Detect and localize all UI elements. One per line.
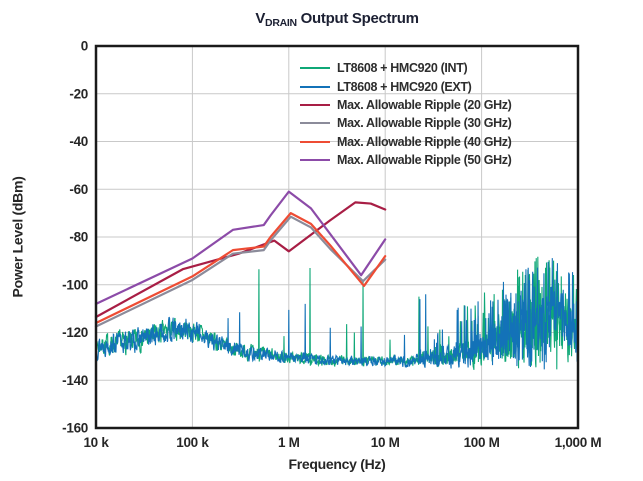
x-tick-label: 1 M [278, 435, 300, 450]
legend-label: Max. Allowable Ripple (40 GHz) [337, 134, 512, 149]
series-trace-40ghz [94, 212, 387, 325]
legend-label: LT8608 + HMC920 (INT) [337, 61, 468, 76]
plot-frame [94, 44, 580, 430]
y-tick-label: -60 [69, 182, 88, 197]
legend-swatch-icon [300, 122, 330, 125]
legend: LT8608 + HMC920 (INT) LT8608 + HMC920 (EX… [300, 59, 512, 169]
series-trace-50ghz [94, 190, 387, 305]
y-tick-label: 0 [81, 39, 88, 54]
legend-label: Max. Allowable Ripple (30 GHz) [337, 116, 512, 131]
x-tick-label: 10 k [83, 435, 109, 450]
series-trace-20ghz [94, 201, 387, 319]
series-trace-ext [96, 258, 578, 370]
x-tick-label: 1,000 M [555, 435, 602, 450]
title-rest: Output Spectrum [296, 10, 419, 27]
x-axis-label: Frequency (Hz) [288, 456, 386, 472]
noise-traces [96, 256, 578, 370]
legend-label: Max. Allowable Ripple (20 GHz) [337, 97, 512, 112]
series-trace-30ghz [94, 215, 387, 328]
legend-row: LT8608 + HMC920 (INT) [300, 59, 512, 77]
x-tick-label: 100 M [464, 435, 500, 450]
legend-row: Max. Allowable Ripple (30 GHz) [300, 114, 512, 132]
legend-swatch-icon [300, 67, 330, 70]
y-tick-label: -40 [69, 134, 88, 149]
legend-swatch-icon [300, 159, 330, 162]
legend-swatch-icon [300, 140, 330, 143]
legend-label: Max. Allowable Ripple (50 GHz) [337, 153, 512, 168]
y-tick-label: -120 [62, 325, 88, 340]
y-tick-label: -80 [69, 230, 88, 245]
legend-row: Max. Allowable Ripple (20 GHz) [300, 96, 512, 114]
legend-row: Max. Allowable Ripple (40 GHz) [300, 133, 512, 151]
ripple-curves [94, 190, 387, 328]
y-tick-label: -20 [69, 86, 88, 101]
x-tick-label: 10 M [371, 435, 400, 450]
title-prefix: V [255, 10, 266, 27]
y-axis-label-wrap: Power Level (dBm) [0, 46, 34, 428]
legend-row: LT8608 + HMC920 (EXT) [300, 77, 512, 95]
legend-swatch-icon [300, 103, 330, 106]
legend-label: LT8608 + HMC920 (EXT) [337, 79, 472, 94]
x-tick-label: 100 k [176, 435, 209, 450]
legend-row: Max. Allowable Ripple (50 GHz) [300, 151, 512, 169]
legend-swatch-icon [300, 85, 330, 88]
y-tick-label: -100 [62, 277, 88, 292]
y-axis-label: Power Level (dBm) [9, 176, 25, 298]
chart-title: VDRAIN Output Spectrum [96, 10, 578, 29]
y-tick-label: -160 [62, 421, 88, 436]
title-subscript: DRAIN [265, 17, 297, 29]
y-tick-label: -140 [62, 373, 88, 388]
